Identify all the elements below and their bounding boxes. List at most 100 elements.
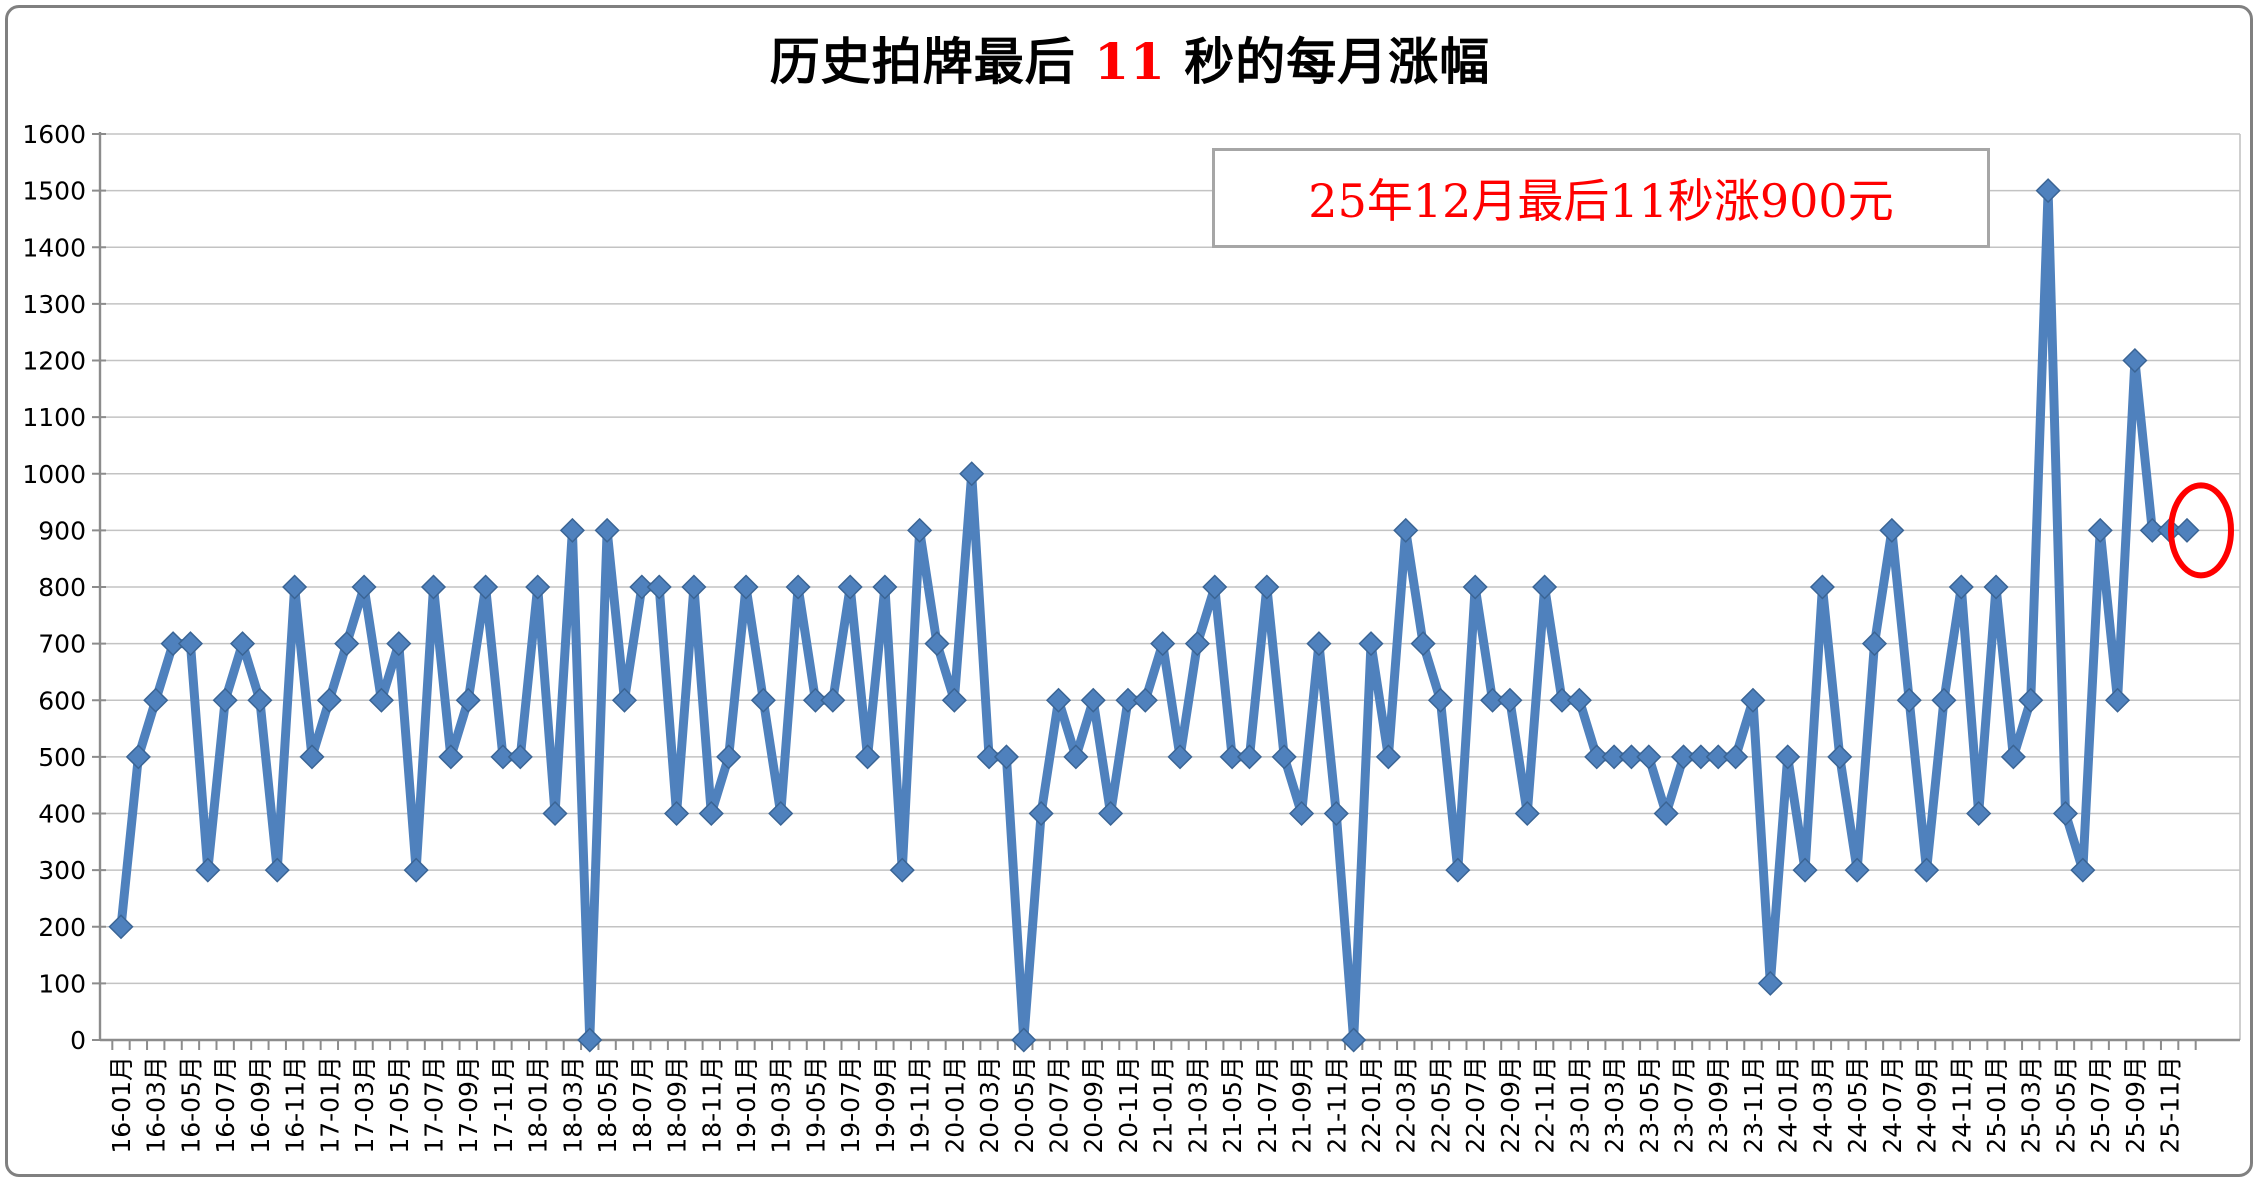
data-point xyxy=(264,857,290,883)
x-tick-label: 16-11月 xyxy=(281,1056,310,1154)
data-point xyxy=(2018,687,2044,713)
data-point xyxy=(976,744,1002,770)
data-point xyxy=(2035,178,2061,204)
data-point xyxy=(299,744,325,770)
data-point xyxy=(473,574,499,600)
y-tick-label: 700 xyxy=(38,630,86,659)
data-point xyxy=(1688,744,1714,770)
data-point xyxy=(1566,687,1592,713)
data-point xyxy=(1792,857,1818,883)
data-point xyxy=(664,800,690,827)
x-tick-label: 19-03月 xyxy=(767,1056,796,1154)
data-point xyxy=(403,857,429,883)
data-point xyxy=(368,687,394,713)
x-tick-label: 17-11月 xyxy=(489,1056,518,1154)
data-point xyxy=(1914,857,1940,883)
x-tick-label: 17-07月 xyxy=(420,1056,449,1154)
data-point xyxy=(1740,687,1766,713)
chart-title: 历史拍牌最后 11 秒的每月涨幅 xyxy=(0,22,2260,94)
x-tick-label: 16-09月 xyxy=(246,1056,275,1154)
data-point xyxy=(438,744,464,770)
data-point xyxy=(282,574,308,600)
data-point xyxy=(1966,800,1992,827)
data-point xyxy=(108,914,134,940)
y-tick-label: 200 xyxy=(38,913,86,942)
data-point xyxy=(212,687,238,713)
highlight-ellipse xyxy=(2168,482,2234,579)
data-point xyxy=(1045,687,1072,713)
x-tick-label: 18-07月 xyxy=(628,1056,657,1154)
data-point xyxy=(1532,574,1558,600)
data-point xyxy=(490,744,516,770)
x-tick-label: 23-07月 xyxy=(1670,1056,1699,1154)
y-tick-label: 800 xyxy=(38,573,86,602)
x-tick-label: 20-07月 xyxy=(1045,1056,1074,1154)
data-point xyxy=(1618,744,1645,770)
data-point xyxy=(872,574,898,600)
data-point xyxy=(2000,744,2026,770)
x-tick-label: 21-09月 xyxy=(1288,1056,1317,1154)
x-tick-label: 25-07月 xyxy=(2086,1056,2115,1154)
data-point xyxy=(1098,800,1124,827)
x-tick-label: 22-07月 xyxy=(1461,1056,1490,1154)
annotation-text: 25年12月最后11秒涨900元 xyxy=(1308,174,1894,228)
y-tick-label: 100 xyxy=(38,969,86,998)
x-tick-label: 20-03月 xyxy=(975,1056,1004,1154)
data-point xyxy=(195,857,221,883)
data-point xyxy=(785,574,811,600)
data-point xyxy=(542,800,568,827)
x-tick-label: 24-03月 xyxy=(1808,1056,1837,1154)
x-tick-label: 21-03月 xyxy=(1183,1056,1212,1154)
data-point xyxy=(177,631,204,657)
y-tick-label: 500 xyxy=(38,743,86,772)
x-tick-label: 16-05月 xyxy=(176,1056,205,1154)
data-point xyxy=(889,857,915,883)
data-point xyxy=(1584,744,1610,770)
x-tick-label: 23-09月 xyxy=(1704,1056,1733,1154)
data-point xyxy=(2139,517,2165,543)
data-point xyxy=(559,517,585,543)
chart-title-suffix: 秒的每月涨幅 xyxy=(1165,32,1491,91)
x-tick-label: 19-05月 xyxy=(801,1056,830,1154)
data-point xyxy=(1132,687,1158,713)
data-point xyxy=(229,631,256,657)
data-point xyxy=(1653,800,1679,827)
y-tick-label: 900 xyxy=(38,516,86,545)
y-tick-label: 600 xyxy=(38,686,86,715)
data-point xyxy=(1184,631,1210,657)
x-tick-label: 21-07月 xyxy=(1253,1056,1282,1154)
x-tick-label: 24-09月 xyxy=(1913,1056,1942,1154)
x-tick-label: 21-11月 xyxy=(1322,1056,1351,1154)
x-tick-label: 22-09月 xyxy=(1496,1056,1525,1154)
data-point xyxy=(577,1027,603,1053)
data-point xyxy=(1445,857,1471,883)
x-tick-label: 20-09月 xyxy=(1079,1056,1108,1154)
data-point xyxy=(1011,1027,1037,1053)
data-point xyxy=(924,631,950,657)
x-tick-label: 20-05月 xyxy=(1010,1056,1039,1154)
y-tick-label: 1600 xyxy=(22,120,86,149)
data-point xyxy=(2104,687,2131,713)
x-tick-label: 22-05月 xyxy=(1426,1056,1455,1154)
data-point xyxy=(1254,574,1280,600)
data-point xyxy=(420,574,447,600)
x-tick-label: 18-09月 xyxy=(663,1056,692,1154)
x-tick-label: 18-11月 xyxy=(697,1056,726,1154)
data-point xyxy=(1497,687,1523,713)
x-tick-label: 17-05月 xyxy=(385,1056,414,1154)
x-tick-label: 22-11月 xyxy=(1531,1056,1560,1154)
data-point xyxy=(1375,744,1401,770)
x-tick-label: 23-03月 xyxy=(1600,1056,1629,1154)
x-tick-label: 23-11月 xyxy=(1739,1056,1768,1154)
data-point xyxy=(1323,800,1349,827)
data-point xyxy=(1775,744,1801,770)
x-tick-label: 24-11月 xyxy=(1947,1056,1976,1154)
data-point xyxy=(1670,744,1697,770)
data-point xyxy=(733,574,759,600)
data-point xyxy=(316,687,342,713)
x-tick-label: 21-05月 xyxy=(1218,1056,1247,1154)
chart-title-prefix: 历史拍牌最后 xyxy=(769,32,1095,91)
data-point xyxy=(1879,517,1905,543)
data-point xyxy=(2052,800,2079,827)
